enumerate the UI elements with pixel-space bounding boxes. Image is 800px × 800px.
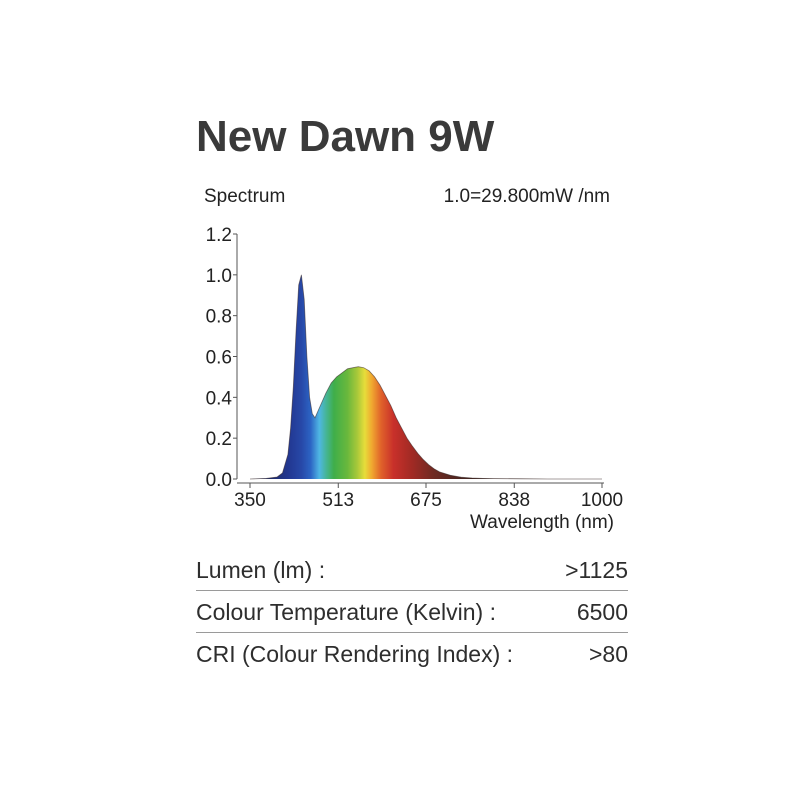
spec-value-colour-temperature: 6500 xyxy=(576,598,628,625)
x-tick-label: 513 xyxy=(322,490,354,511)
y-tick-label: 1.0 xyxy=(206,266,232,287)
chart-subtitle-right: 1.0=29.800mW /nm xyxy=(443,186,610,207)
x-axis-label: Wavelength (nm) xyxy=(470,512,614,533)
x-tick-label: 1000 xyxy=(581,490,623,511)
y-tick-label: 0.0 xyxy=(206,470,232,491)
x-tick-label: 838 xyxy=(498,490,530,511)
spec-row-lumen: Lumen (lm) : >1125 xyxy=(196,550,628,591)
spectrum-area xyxy=(250,274,602,479)
page-title: New Dawn 9W xyxy=(196,112,495,161)
spec-label-cri: CRI (Colour Rendering Index) : xyxy=(196,640,514,667)
spec-row-colour-temperature: Colour Temperature (Kelvin) : 6500 xyxy=(196,592,628,633)
spec-label-colour-temperature: Colour Temperature (Kelvin) : xyxy=(196,598,496,625)
y-tick-label: 0.6 xyxy=(206,348,232,369)
y-tick-label: 1.2 xyxy=(206,225,232,246)
x-tick-label: 350 xyxy=(234,490,266,511)
chart-subtitle-left: Spectrum xyxy=(204,186,286,207)
x-tick-label: 675 xyxy=(410,490,442,511)
y-tick-label: 0.2 xyxy=(206,429,232,450)
spec-value-cri: >80 xyxy=(588,640,628,667)
y-tick-label: 0.4 xyxy=(206,388,233,409)
spec-label-lumen: Lumen (lm) : xyxy=(196,556,326,583)
spectrum-line xyxy=(249,274,602,480)
y-tick-label: 0.8 xyxy=(206,307,232,328)
spec-row-cri: CRI (Colour Rendering Index) : >80 xyxy=(196,634,628,674)
spec-value-lumen: >1125 xyxy=(565,556,628,583)
